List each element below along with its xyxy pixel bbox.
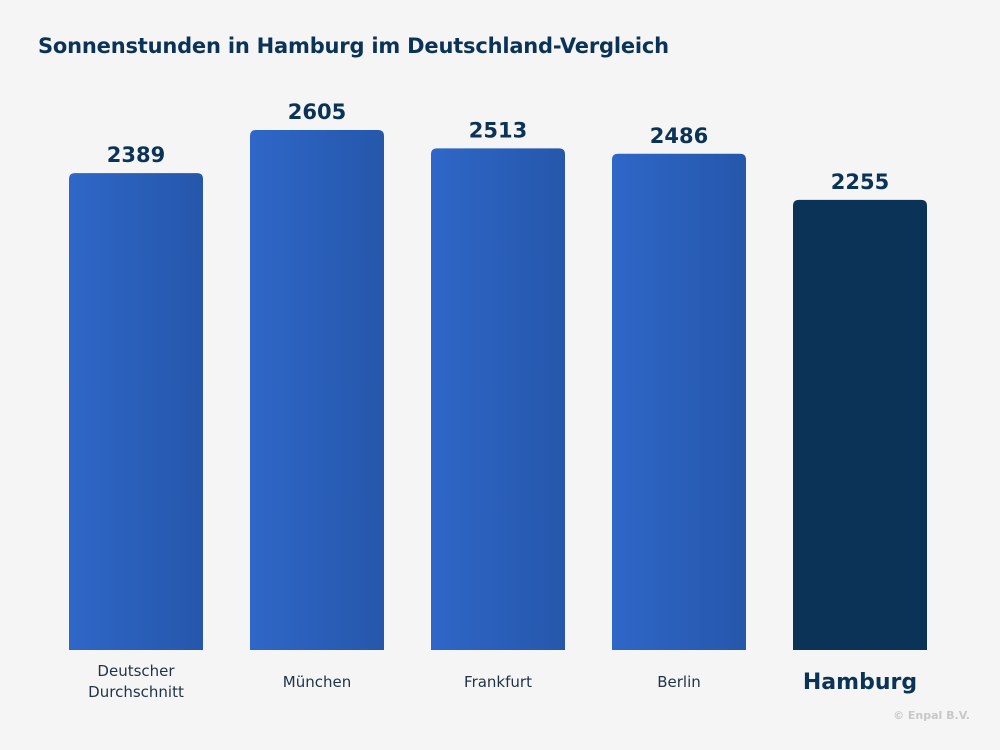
bar-muenchen [250, 130, 384, 650]
chart-title: Sonnenstunden in Hamburg im Deutschland-… [38, 34, 669, 58]
category-label-deutscher-durchschnitt: Deutscher Durchschnitt [88, 662, 184, 701]
category-label-frankfurt: Frankfurt [464, 673, 532, 691]
value-labels-group: 2389 2605 2513 2486 2255 [107, 100, 889, 194]
value-label-frankfurt: 2513 [469, 118, 527, 142]
bar-frankfurt [431, 148, 565, 650]
value-label-muenchen: 2605 [288, 100, 346, 124]
credit-text: © Enpal B.V. [893, 709, 970, 722]
bars-group [69, 130, 927, 651]
value-label-berlin: 2486 [650, 124, 708, 148]
category-labels-group: Deutscher Durchschnitt München Frankfurt Ber… [88, 662, 917, 701]
bar-berlin [612, 153, 746, 650]
category-label-muenchen: München [283, 673, 351, 691]
bar-hamburg [793, 199, 927, 650]
category-label-berlin: Berlin [657, 673, 701, 691]
value-label-hamburg: 2255 [831, 170, 889, 194]
category-label-hamburg: Hamburg [803, 670, 917, 695]
bar-deutscher-durchschnitt [69, 173, 203, 651]
value-label-deutscher-durchschnitt: 2389 [107, 143, 165, 167]
